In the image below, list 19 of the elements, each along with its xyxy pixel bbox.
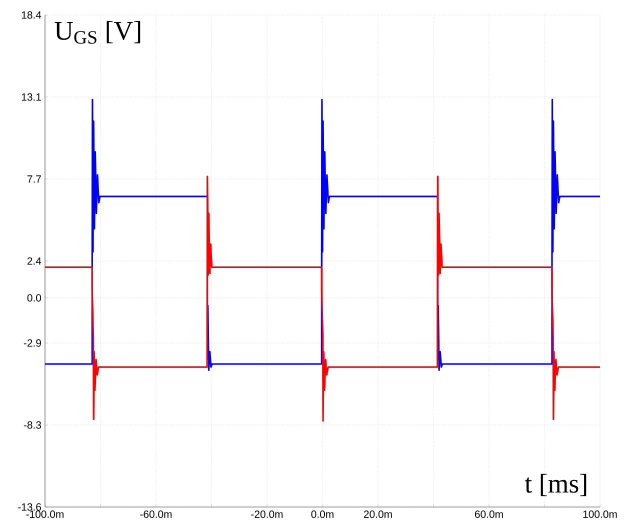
x-tick-label: 60.0m (475, 510, 503, 518)
y-tick-label: 18.4 (22, 11, 42, 19)
y-tick-label: 2.4 (27, 257, 42, 265)
y-tick-label: 13.1 (22, 93, 41, 101)
line-series (44, 176, 601, 422)
x-tick-label: -100.0m (26, 510, 64, 518)
y-tick-label: -13.6 (18, 503, 42, 511)
y-axis-title: U$_{GS}$ [V] (54, 20, 140, 44)
line-series (44, 98, 601, 371)
y-tick-label: -2.9 (24, 339, 41, 347)
y-tick-label: 0.0 (27, 294, 42, 302)
x-axis-title: t [ms] (524, 474, 586, 496)
x-tick-label: 100.0m (583, 510, 617, 518)
y-tick-label: -8.3 (24, 421, 42, 429)
x-tick-label: -60.0m (140, 510, 172, 518)
y-tick-label: 7.7 (27, 175, 41, 183)
x-tick-label: 0.0m (311, 510, 334, 518)
x-tick-label: -20.0m (251, 510, 283, 518)
x-tick-label: 20.0m (364, 510, 392, 518)
